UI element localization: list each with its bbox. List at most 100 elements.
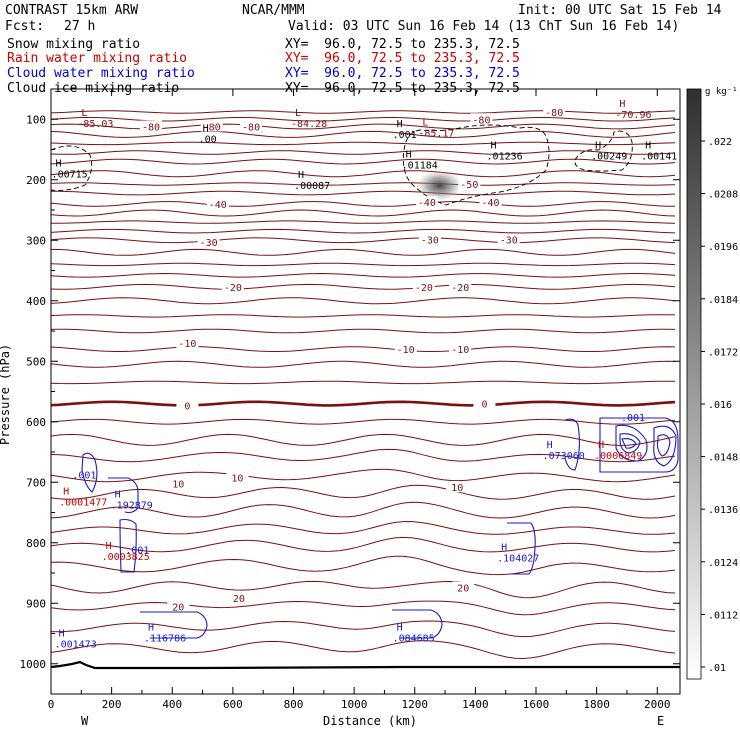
- isotherm-label-bg: [206, 197, 229, 209]
- extremum-letter: L: [295, 108, 301, 119]
- cloud-water-labels: .001 .001 .001: [72, 413, 645, 556]
- isotherm-label: 20: [457, 584, 469, 595]
- extremum-value: -85.17: [418, 128, 454, 139]
- field-rain-xy: XY= 96.0, 72.5 to 235.3, 72.5: [285, 51, 520, 66]
- isotherm-label: -20: [451, 283, 469, 294]
- extremum-letter: H: [397, 119, 403, 130]
- isotherm-label: 10: [172, 479, 184, 490]
- y-axis-title: Pressure (hPa): [0, 344, 12, 445]
- field-snow-xy: XY= 96.0, 72.5 to 235.3, 72.5: [285, 37, 520, 52]
- isotherm-line: [51, 190, 676, 196]
- isotherm-label: -80: [242, 123, 260, 134]
- isotherm-label: -10: [451, 345, 469, 356]
- colorbar-label: .0112: [708, 610, 738, 621]
- isotherm-line: [51, 448, 676, 463]
- center-label: NCAR/MMM: [242, 3, 305, 18]
- extremum-letter: H: [56, 158, 62, 169]
- isotherm-label-bg: [200, 120, 223, 132]
- terrain-line: [51, 660, 680, 670]
- colorbar-label: .0124: [708, 558, 738, 569]
- isotherm-line: [51, 400, 676, 407]
- isotherm-label-bg: [227, 591, 250, 603]
- isotherm-label: -30: [200, 238, 218, 249]
- y-tick-label: 200: [26, 174, 46, 187]
- extremum-letter: H: [298, 170, 304, 181]
- extremum-letter: H: [106, 541, 112, 552]
- isotherm-label: -40: [482, 198, 500, 209]
- isotherm-label-bg: [167, 477, 190, 489]
- x-tick-label: 2000: [644, 698, 671, 711]
- isotherm-label: -40: [418, 198, 436, 209]
- y-tick-label: 600: [26, 416, 46, 429]
- extremum-letter: H: [491, 140, 497, 151]
- extremum-value: .001473: [55, 640, 97, 651]
- isotherm-label: 10: [231, 473, 243, 484]
- isotherm-line: [51, 520, 676, 535]
- isotherm-line: [51, 150, 676, 155]
- isotherm-line: [51, 201, 675, 207]
- contour-label: .001: [125, 545, 149, 556]
- isotherm-label-bg: [452, 581, 475, 593]
- extremum-value: .001: [393, 130, 417, 141]
- x-tick-label: 200: [102, 698, 122, 711]
- isotherm-label: -80: [142, 123, 160, 134]
- extrema-markers: L-85.03L-84.28 L-85.17H-70.96H.00H.00715 H…: [52, 99, 678, 650]
- x-axis-west-label: W: [81, 714, 89, 728]
- isotherm-label-bg: [176, 399, 199, 411]
- colorbar-label: .01: [708, 663, 726, 674]
- y-tick-label: 1000: [20, 658, 47, 671]
- colorbar-label: .0172: [708, 347, 738, 358]
- colorbar-ramp: [686, 88, 702, 680]
- y-tick-label: 500: [26, 355, 46, 368]
- y-tick-label: 400: [26, 295, 46, 308]
- extremum-value: .116786: [144, 633, 186, 644]
- extremum-letter: H: [59, 629, 65, 640]
- isotherm-line: [51, 237, 676, 244]
- extremum-value: .00715: [52, 169, 88, 180]
- colorbar-unit: g kg⁻¹: [705, 87, 738, 97]
- colorbar-label: .016: [708, 400, 732, 411]
- isotherm-label: -30: [421, 236, 439, 247]
- isotherm-line: [51, 272, 676, 278]
- colorbar-label: .0208: [708, 190, 738, 201]
- field-snow-name: Snow mixing ratio: [7, 37, 141, 52]
- temperature-labels: -80 -80 -80 -80 -80 -50 -40 -40 -40 -30 -30 -30 -20 -…: [140, 105, 566, 613]
- isotherm-line: [51, 314, 676, 318]
- isotherm-label-bg: [197, 236, 220, 248]
- isotherm-label: 20: [233, 594, 245, 605]
- extremum-letter: H: [501, 543, 507, 554]
- y-tick-label: 700: [26, 476, 46, 489]
- extremum-letter: H: [547, 440, 553, 451]
- isotherm-line: [51, 117, 676, 122]
- extremum-value: .0001477: [59, 497, 107, 508]
- extremum-value: .073060: [543, 451, 585, 462]
- extremum-letter: H: [619, 99, 625, 110]
- colorbar-label: .022: [708, 137, 732, 148]
- extremum-letter: H: [63, 486, 69, 497]
- isotherm-line: [51, 158, 676, 165]
- colorbar-label: .0136: [708, 505, 738, 516]
- isotherm-label-bg: [470, 113, 493, 125]
- forecast-hour: 27 h: [64, 19, 96, 34]
- isotherm-line: [51, 328, 676, 334]
- isotherm-label-bg: [394, 343, 417, 355]
- isotherm-line: [51, 536, 676, 553]
- isotherm-label-bg: [473, 397, 496, 409]
- isotherm-line: [51, 501, 676, 519]
- y-tick-label: 800: [26, 537, 46, 550]
- isotherm-label-bg: [240, 120, 263, 132]
- extremum-value: -85.03: [77, 119, 113, 130]
- extremum-letter: H: [148, 622, 154, 633]
- snow-max-shading: [413, 168, 461, 200]
- x-tick-label: 1200: [402, 698, 429, 711]
- field-cloud-water-name: Cloud water mixing ratio: [7, 66, 195, 81]
- isotherm-line: [51, 170, 676, 178]
- isotherm-line: [51, 555, 676, 576]
- isotherm-label: -50: [460, 180, 478, 191]
- x-tick-label: 1800: [583, 698, 610, 711]
- extremum-letter: H: [645, 140, 651, 151]
- isotherm-label: -10: [397, 345, 415, 356]
- extremum-letter: H: [595, 140, 601, 151]
